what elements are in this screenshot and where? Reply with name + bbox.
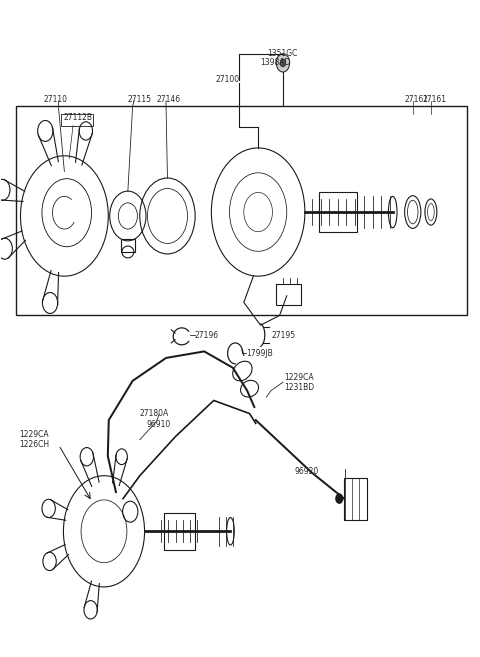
Bar xyxy=(276,284,300,305)
Text: 1799JB: 1799JB xyxy=(246,349,273,358)
Text: 27180A: 27180A xyxy=(140,409,169,418)
Text: 27146: 27146 xyxy=(156,95,180,104)
Bar xyxy=(16,106,467,315)
Bar xyxy=(164,513,195,550)
Bar xyxy=(120,239,135,252)
Text: 1231BD: 1231BD xyxy=(284,383,314,392)
Text: 27112B: 27112B xyxy=(63,114,93,122)
Text: 27196: 27196 xyxy=(195,330,219,340)
Circle shape xyxy=(280,59,286,67)
Text: 27195: 27195 xyxy=(271,330,295,340)
Text: 27161: 27161 xyxy=(422,95,446,104)
Bar xyxy=(61,114,94,125)
Circle shape xyxy=(276,54,289,72)
Bar xyxy=(319,193,358,232)
Text: 1351GC: 1351GC xyxy=(268,49,298,58)
Circle shape xyxy=(336,494,343,503)
Text: 27115: 27115 xyxy=(128,95,152,104)
Text: 1229CA: 1229CA xyxy=(20,430,49,439)
Text: 1229CA: 1229CA xyxy=(284,373,313,382)
Text: 1226CH: 1226CH xyxy=(20,440,49,449)
Text: 96910: 96910 xyxy=(147,420,171,428)
Text: 96920: 96920 xyxy=(295,466,319,476)
Bar xyxy=(344,478,367,520)
Text: 27110: 27110 xyxy=(43,95,67,104)
Text: 27100: 27100 xyxy=(215,76,240,84)
Text: 27161: 27161 xyxy=(405,95,429,104)
Text: 1398AD: 1398AD xyxy=(261,58,291,67)
